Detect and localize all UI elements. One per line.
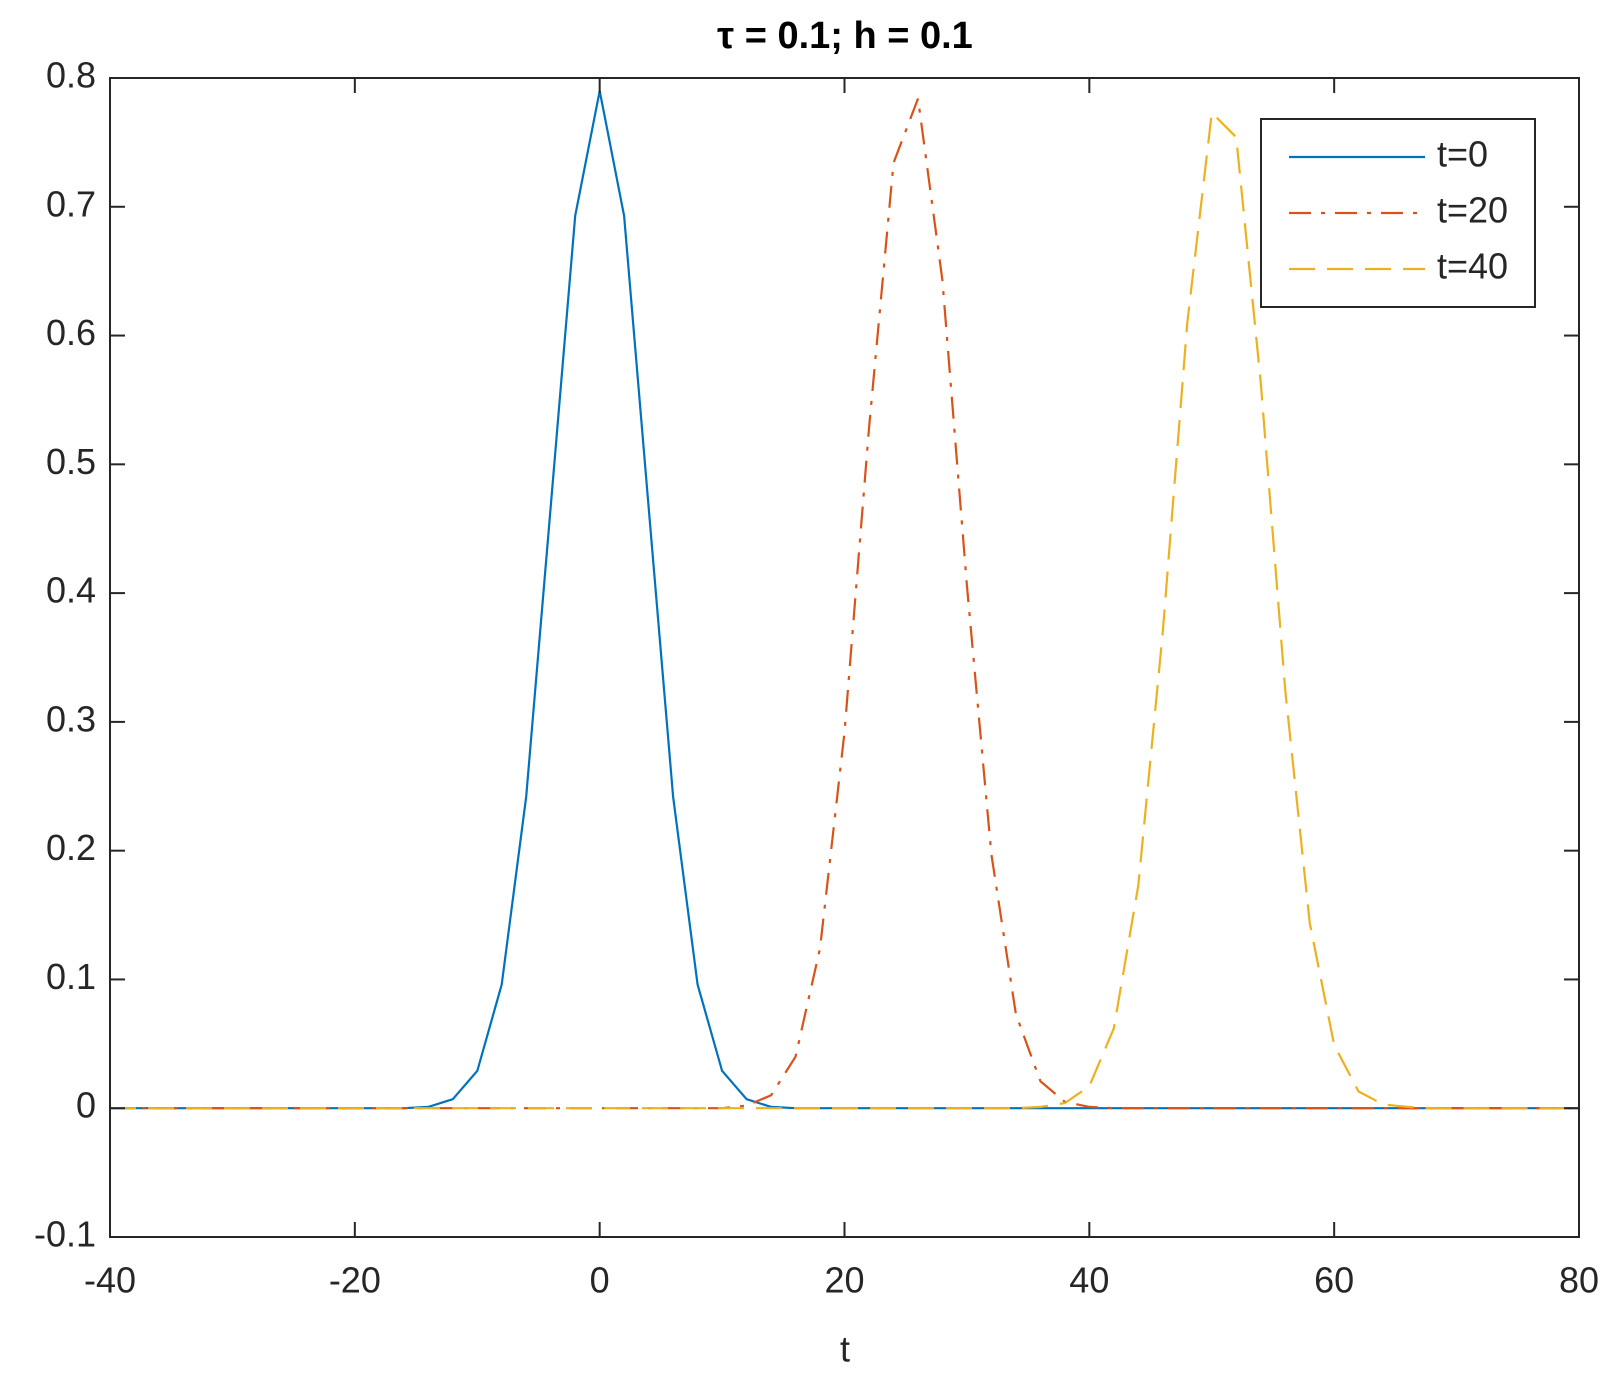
legend-label: t=0 [1437,134,1488,175]
y-tick-label: 0.8 [46,55,96,96]
y-tick-label: 0.1 [46,956,96,997]
x-tick-label: 20 [824,1260,864,1301]
y-tick-label: 0.5 [46,441,96,482]
chart-title: τ = 0.1; h = 0.1 [717,15,973,57]
x-tick-label: 80 [1559,1260,1599,1301]
x-tick-label: -20 [329,1260,381,1301]
x-tick-label: 0 [590,1260,610,1301]
x-tick-label: 60 [1314,1260,1354,1301]
y-tick-label: 0.4 [46,570,96,611]
y-tick-label: 0 [76,1085,96,1126]
series-line [110,110,1579,1110]
y-tick-label: 0.6 [46,312,96,353]
legend-label: t=20 [1437,190,1508,231]
x-axis-label: t [840,1329,850,1370]
y-tick-label: -0.1 [34,1214,96,1255]
y-tick-label: 0.7 [46,183,96,224]
x-tick-label: -40 [84,1260,136,1301]
x-tick-label: 40 [1069,1260,1109,1301]
y-tick-label: 0.2 [46,827,96,868]
legend-label: t=40 [1437,246,1508,287]
y-tick-label: 0.3 [46,698,96,739]
